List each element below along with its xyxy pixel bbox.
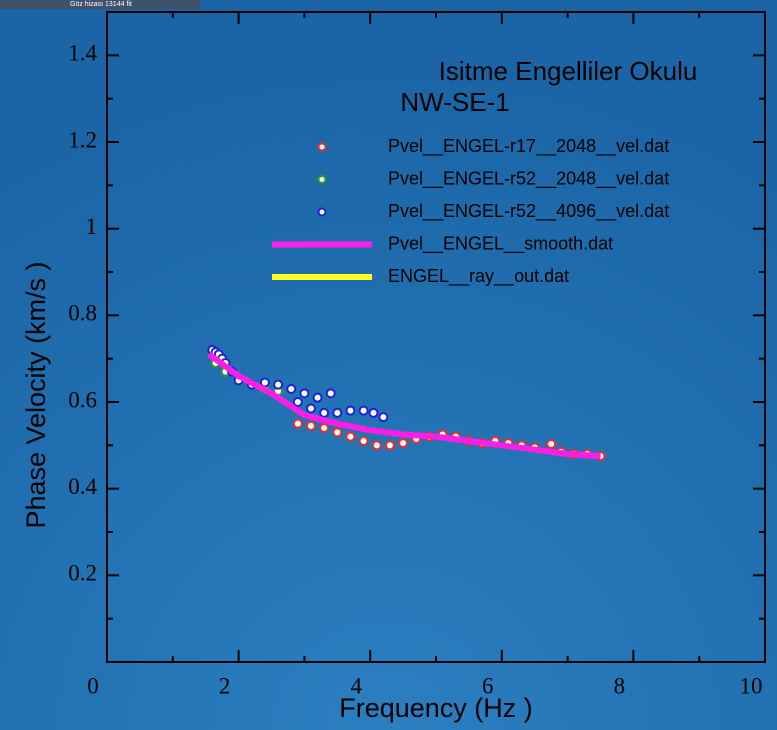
data-point <box>332 407 343 418</box>
data-point <box>398 438 409 449</box>
x-tick-label: 4 <box>350 673 362 698</box>
corner-strip <box>0 0 200 9</box>
data-point <box>332 427 343 438</box>
legend-label: Pvel__ENGEL-r52__2048__vel.dat <box>388 168 669 189</box>
x-tick-label: 10 <box>740 673 763 698</box>
y-tick-label: 0.8 <box>68 301 97 326</box>
data-point <box>384 440 395 451</box>
y-tick-label: 1.2 <box>68 127 97 152</box>
legend-marker <box>317 175 327 184</box>
chart-subtitle: NW-SE-1 <box>400 87 509 117</box>
chart-title: Isitme Engelliler Okulu <box>439 56 698 86</box>
data-point <box>345 431 356 442</box>
x-tick-label: 0 <box>87 673 99 698</box>
data-point <box>325 388 336 399</box>
data-point <box>305 403 316 414</box>
legend-marker <box>317 207 327 217</box>
data-point <box>358 436 369 446</box>
data-point <box>299 388 310 399</box>
x-axis-label: Frequency (Hz ) <box>339 693 533 723</box>
data-point <box>546 439 557 450</box>
y-axis-label: Phase Velocity (km/s ) <box>21 261 51 528</box>
legend-label: Pvel__ENGEL-r17__2048__vel.dat <box>388 136 669 157</box>
y-tick-label: 0.4 <box>68 474 97 499</box>
series-line <box>207 351 601 460</box>
y-tick-label: 0.2 <box>68 561 97 586</box>
data-point <box>345 405 356 416</box>
y-tick-label: 0.6 <box>68 387 97 412</box>
data-point <box>371 440 382 451</box>
x-tick-label: 2 <box>219 673 231 698</box>
data-point <box>319 407 330 418</box>
corner-text: Göz hizası 13144 fit <box>70 1 132 8</box>
data-point <box>368 407 379 418</box>
y-tick-label: 1 <box>86 214 98 239</box>
data-point <box>292 397 303 407</box>
data-point <box>305 420 316 431</box>
data-point <box>358 405 369 416</box>
legend-marker <box>317 142 327 152</box>
data-point <box>286 384 297 394</box>
data-point <box>378 412 389 423</box>
data-point <box>319 423 330 433</box>
legend-label: ENGEL__ray__out.dat <box>388 266 569 287</box>
data-point <box>292 418 303 429</box>
data-point <box>312 392 323 403</box>
legend-label: Pvel__ENGEL__smooth.dat <box>388 233 613 254</box>
y-tick-label: 1.4 <box>68 41 97 66</box>
x-tick-label: 6 <box>482 673 494 698</box>
data-point <box>273 379 284 390</box>
x-tick-label: 8 <box>614 673 626 698</box>
legend-label: Pvel__ENGEL-r52__4096__vel.dat <box>388 201 669 222</box>
